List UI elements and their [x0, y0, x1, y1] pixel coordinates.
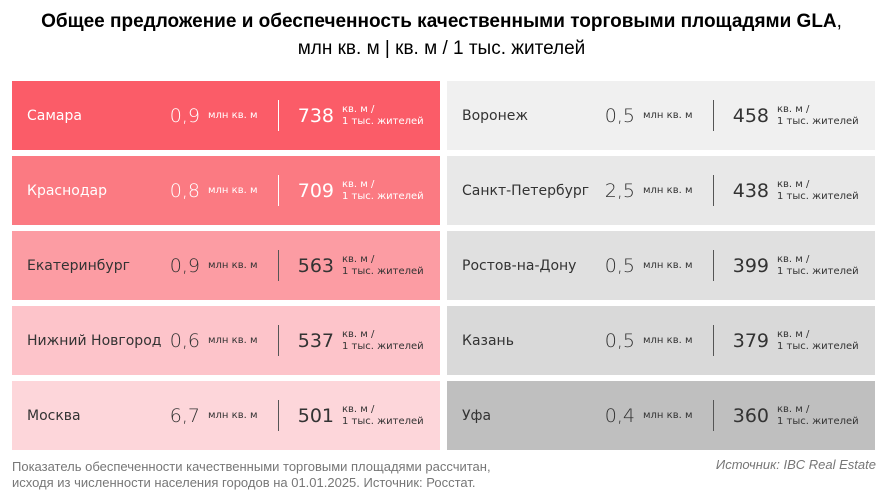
- supply-value: 0,9: [169, 254, 200, 277]
- city-card: Самара 0,9 млн кв. м 738 кв. м /1 тыс. жител…: [12, 81, 440, 150]
- title-main: Общее предложение и обеспеченность качес…: [41, 11, 837, 32]
- density-value: 360: [732, 404, 769, 427]
- supply-value: 0,5: [604, 329, 635, 352]
- divider: [278, 100, 279, 131]
- city-card: Ростов-на-Дону 0,5 млн кв. м 399 кв. м /1 ты…: [447, 231, 875, 300]
- supply-value: 6,7: [169, 404, 200, 427]
- density-unit-line-2: 1 тыс. жителей: [777, 190, 859, 202]
- divider: [278, 400, 279, 431]
- density-unit-line-2: 1 тыс. жителей: [342, 415, 424, 427]
- supply-unit: млн кв. м: [643, 260, 693, 271]
- supply-unit: млн кв. м: [208, 110, 258, 121]
- city-name: Уфа: [462, 407, 492, 424]
- supply-value: 2,5: [604, 179, 635, 202]
- page-title: Общее предложение и обеспеченность качес…: [0, 8, 883, 62]
- density-unit-line-1: кв. м /: [342, 403, 375, 415]
- density-value: 399: [732, 254, 769, 277]
- divider: [278, 250, 279, 281]
- supply-unit: млн кв. м: [208, 185, 258, 196]
- density-unit: кв. м /1 тыс. жителей: [342, 254, 424, 278]
- city-name: Ростов-на-Дону: [462, 257, 577, 274]
- density-unit-line-1: кв. м /: [777, 328, 810, 340]
- density-value: 379: [732, 329, 769, 352]
- city-card: Москва 6,7 млн кв. м 501 кв. м /1 тыс. жител…: [12, 381, 440, 450]
- density-unit-line-2: 1 тыс. жителей: [777, 265, 859, 277]
- supply-value: 0,9: [169, 104, 200, 127]
- supply-value: 0,5: [604, 104, 635, 127]
- supply-unit: млн кв. м: [643, 110, 693, 121]
- density-unit-line-2: 1 тыс. жителей: [342, 190, 424, 202]
- supply-unit: млн кв. м: [643, 410, 693, 421]
- city-card: Краснодар 0,8 млн кв. м 709 кв. м /1 тыс. жи…: [12, 156, 440, 225]
- city-card: Нижний Новгород 0,6 млн кв. м 537 кв. м /1 т…: [12, 306, 440, 375]
- supply-unit: млн кв. м: [208, 260, 258, 271]
- city-name: Краснодар: [27, 182, 107, 199]
- density-value: 709: [297, 179, 334, 202]
- density-unit: кв. м /1 тыс. жителей: [777, 254, 859, 278]
- density-unit: кв. м /1 тыс. жителей: [342, 104, 424, 128]
- density-unit-line-1: кв. м /: [342, 178, 375, 190]
- density-unit-line-1: кв. м /: [342, 328, 375, 340]
- supply-unit: млн кв. м: [643, 185, 693, 196]
- density-unit-line-2: 1 тыс. жителей: [777, 415, 859, 427]
- density-value: 738: [297, 104, 334, 127]
- density-value: 458: [732, 104, 769, 127]
- city-card: Воронеж 0,5 млн кв. м 458 кв. м /1 тыс. жите…: [447, 81, 875, 150]
- density-unit-line-1: кв. м /: [777, 403, 810, 415]
- supply-unit: млн кв. м: [208, 410, 258, 421]
- divider: [713, 325, 714, 356]
- density-unit-line-1: кв. м /: [342, 103, 375, 115]
- density-unit-line-1: кв. м /: [777, 178, 810, 190]
- city-name: Самара: [27, 107, 82, 124]
- footnote-line-2: исходя из численности населения городов …: [12, 475, 476, 490]
- divider: [713, 250, 714, 281]
- density-unit-line-2: 1 тыс. жителей: [777, 340, 859, 352]
- density-unit: кв. м /1 тыс. жителей: [777, 404, 859, 428]
- density-unit-line-1: кв. м /: [777, 253, 810, 265]
- density-value: 537: [297, 329, 334, 352]
- city-name: Нижний Новгород: [27, 332, 162, 349]
- divider: [713, 100, 714, 131]
- city-name: Санкт-Петербург: [462, 182, 590, 199]
- density-unit-line-2: 1 тыс. жителей: [342, 115, 424, 127]
- title-tail: ,: [836, 11, 842, 32]
- supply-unit: млн кв. м: [208, 335, 258, 346]
- density-unit: кв. м /1 тыс. жителей: [777, 179, 859, 203]
- city-card: Санкт-Петербург 2,5 млн кв. м 438 кв. м /1 т…: [447, 156, 875, 225]
- density-unit-line-1: кв. м /: [777, 103, 810, 115]
- footnote-line-1: Показатель обеспеченности качественными …: [12, 459, 491, 474]
- city-name: Москва: [27, 407, 81, 424]
- divider: [713, 400, 714, 431]
- divider: [278, 175, 279, 206]
- density-value: 563: [297, 254, 334, 277]
- city-name: Казань: [462, 332, 514, 349]
- density-unit-line-2: 1 тыс. жителей: [777, 115, 859, 127]
- density-value: 501: [297, 404, 334, 427]
- density-unit-line-2: 1 тыс. жителей: [342, 340, 424, 352]
- density-unit-line-2: 1 тыс. жителей: [342, 265, 424, 277]
- supply-value: 0,4: [604, 404, 635, 427]
- density-unit: кв. м /1 тыс. жителей: [342, 329, 424, 353]
- density-unit: кв. м /1 тыс. жителей: [342, 404, 424, 428]
- city-card: Екатеринбург 0,9 млн кв. м 563 кв. м /1 тыс.…: [12, 231, 440, 300]
- supply-value: 0,6: [169, 329, 200, 352]
- city-name: Воронеж: [462, 107, 529, 124]
- density-unit: кв. м /1 тыс. жителей: [777, 104, 859, 128]
- divider: [278, 325, 279, 356]
- source-note: Источник: IBC Real Estate: [715, 457, 876, 472]
- city-name: Екатеринбург: [27, 257, 130, 274]
- supply-unit: млн кв. м: [643, 335, 693, 346]
- density-unit: кв. м /1 тыс. жителей: [777, 329, 859, 353]
- density-unit: кв. м /1 тыс. жителей: [342, 179, 424, 203]
- supply-value: 0,8: [169, 179, 200, 202]
- city-card: Уфа 0,4 млн кв. м 360 кв. м /1 тыс. жителей: [447, 381, 875, 450]
- footnote: Показатель обеспеченности качественными …: [12, 459, 491, 491]
- density-unit-line-1: кв. м /: [342, 253, 375, 265]
- title-units: млн кв. м | кв. м / 1 тыс. жителей: [297, 38, 586, 59]
- density-value: 438: [732, 179, 769, 202]
- city-card: Казань 0,5 млн кв. м 379 кв. м /1 тыс. жител…: [447, 306, 875, 375]
- divider: [713, 175, 714, 206]
- supply-value: 0,5: [604, 254, 635, 277]
